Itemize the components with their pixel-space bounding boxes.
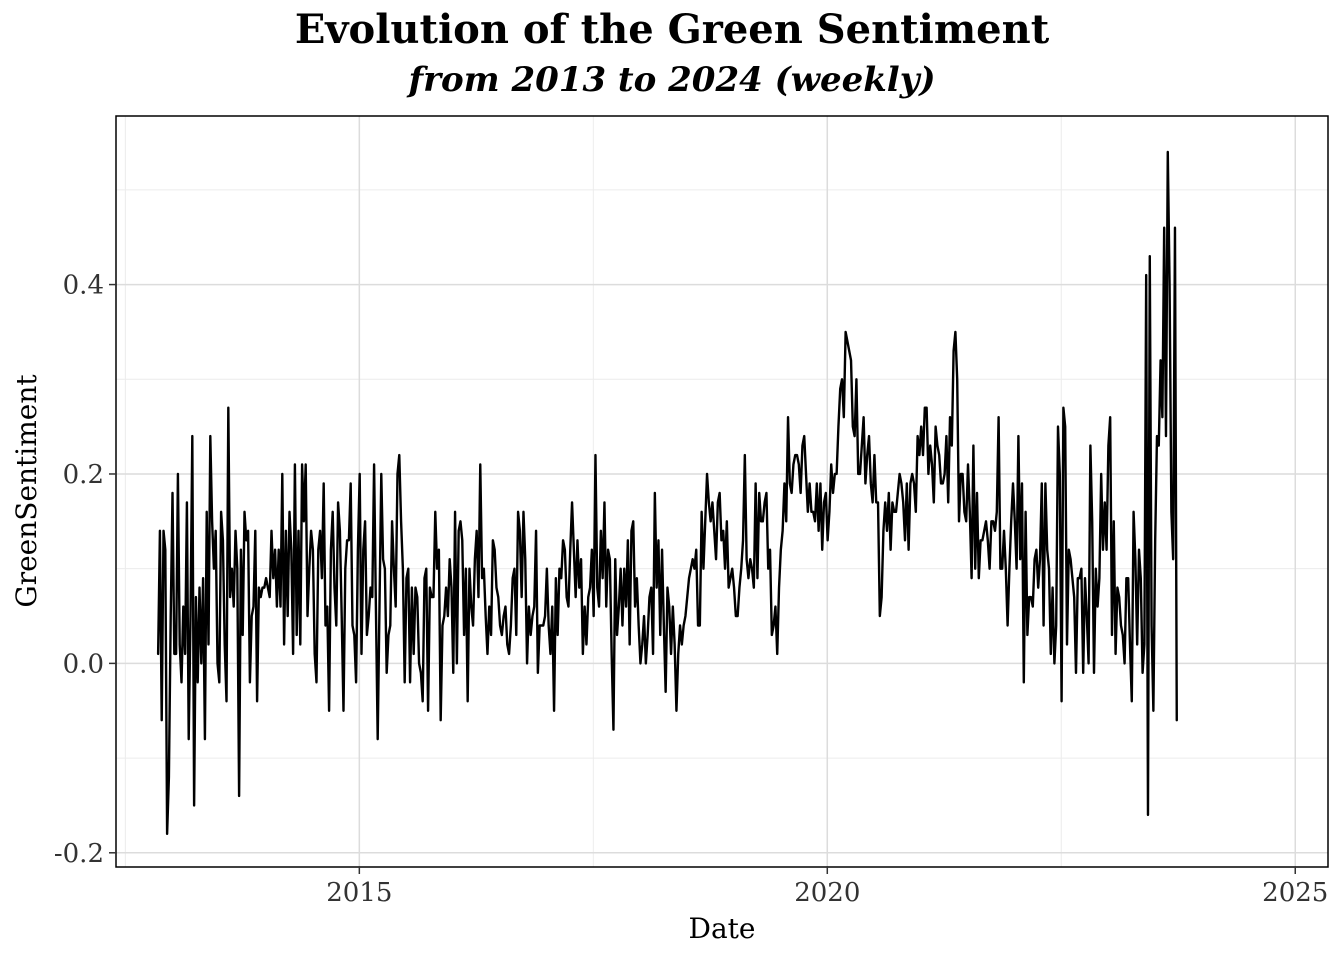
chart-title: Evolution of the Green Sentiment (294, 6, 1050, 53)
plot-panel-background (116, 116, 1328, 867)
y-tick-label: 0.0 (63, 649, 104, 679)
x-axis-title: Date (689, 912, 756, 945)
y-axis-title: GreenSentiment (10, 374, 43, 608)
x-tick-label: 2020 (794, 878, 860, 908)
x-tick-label: 2015 (326, 878, 392, 908)
y-tick-label: -0.2 (54, 839, 104, 869)
y-axis-ticks: -0.2 0.0 0.2 0.4 (54, 271, 116, 869)
series-line-green-sentiment (156, 150, 1178, 836)
x-axis-ticks: 2015 2020 2025 (326, 867, 1328, 908)
plot-panel-border (115, 115, 1329, 868)
y-tick-label: 0.4 (63, 271, 104, 301)
x-tick-label: 2025 (1262, 878, 1328, 908)
y-tick-label: 0.2 (63, 460, 104, 490)
chart-subtitle: from 2013 to 2024 (weekly) (408, 60, 936, 100)
